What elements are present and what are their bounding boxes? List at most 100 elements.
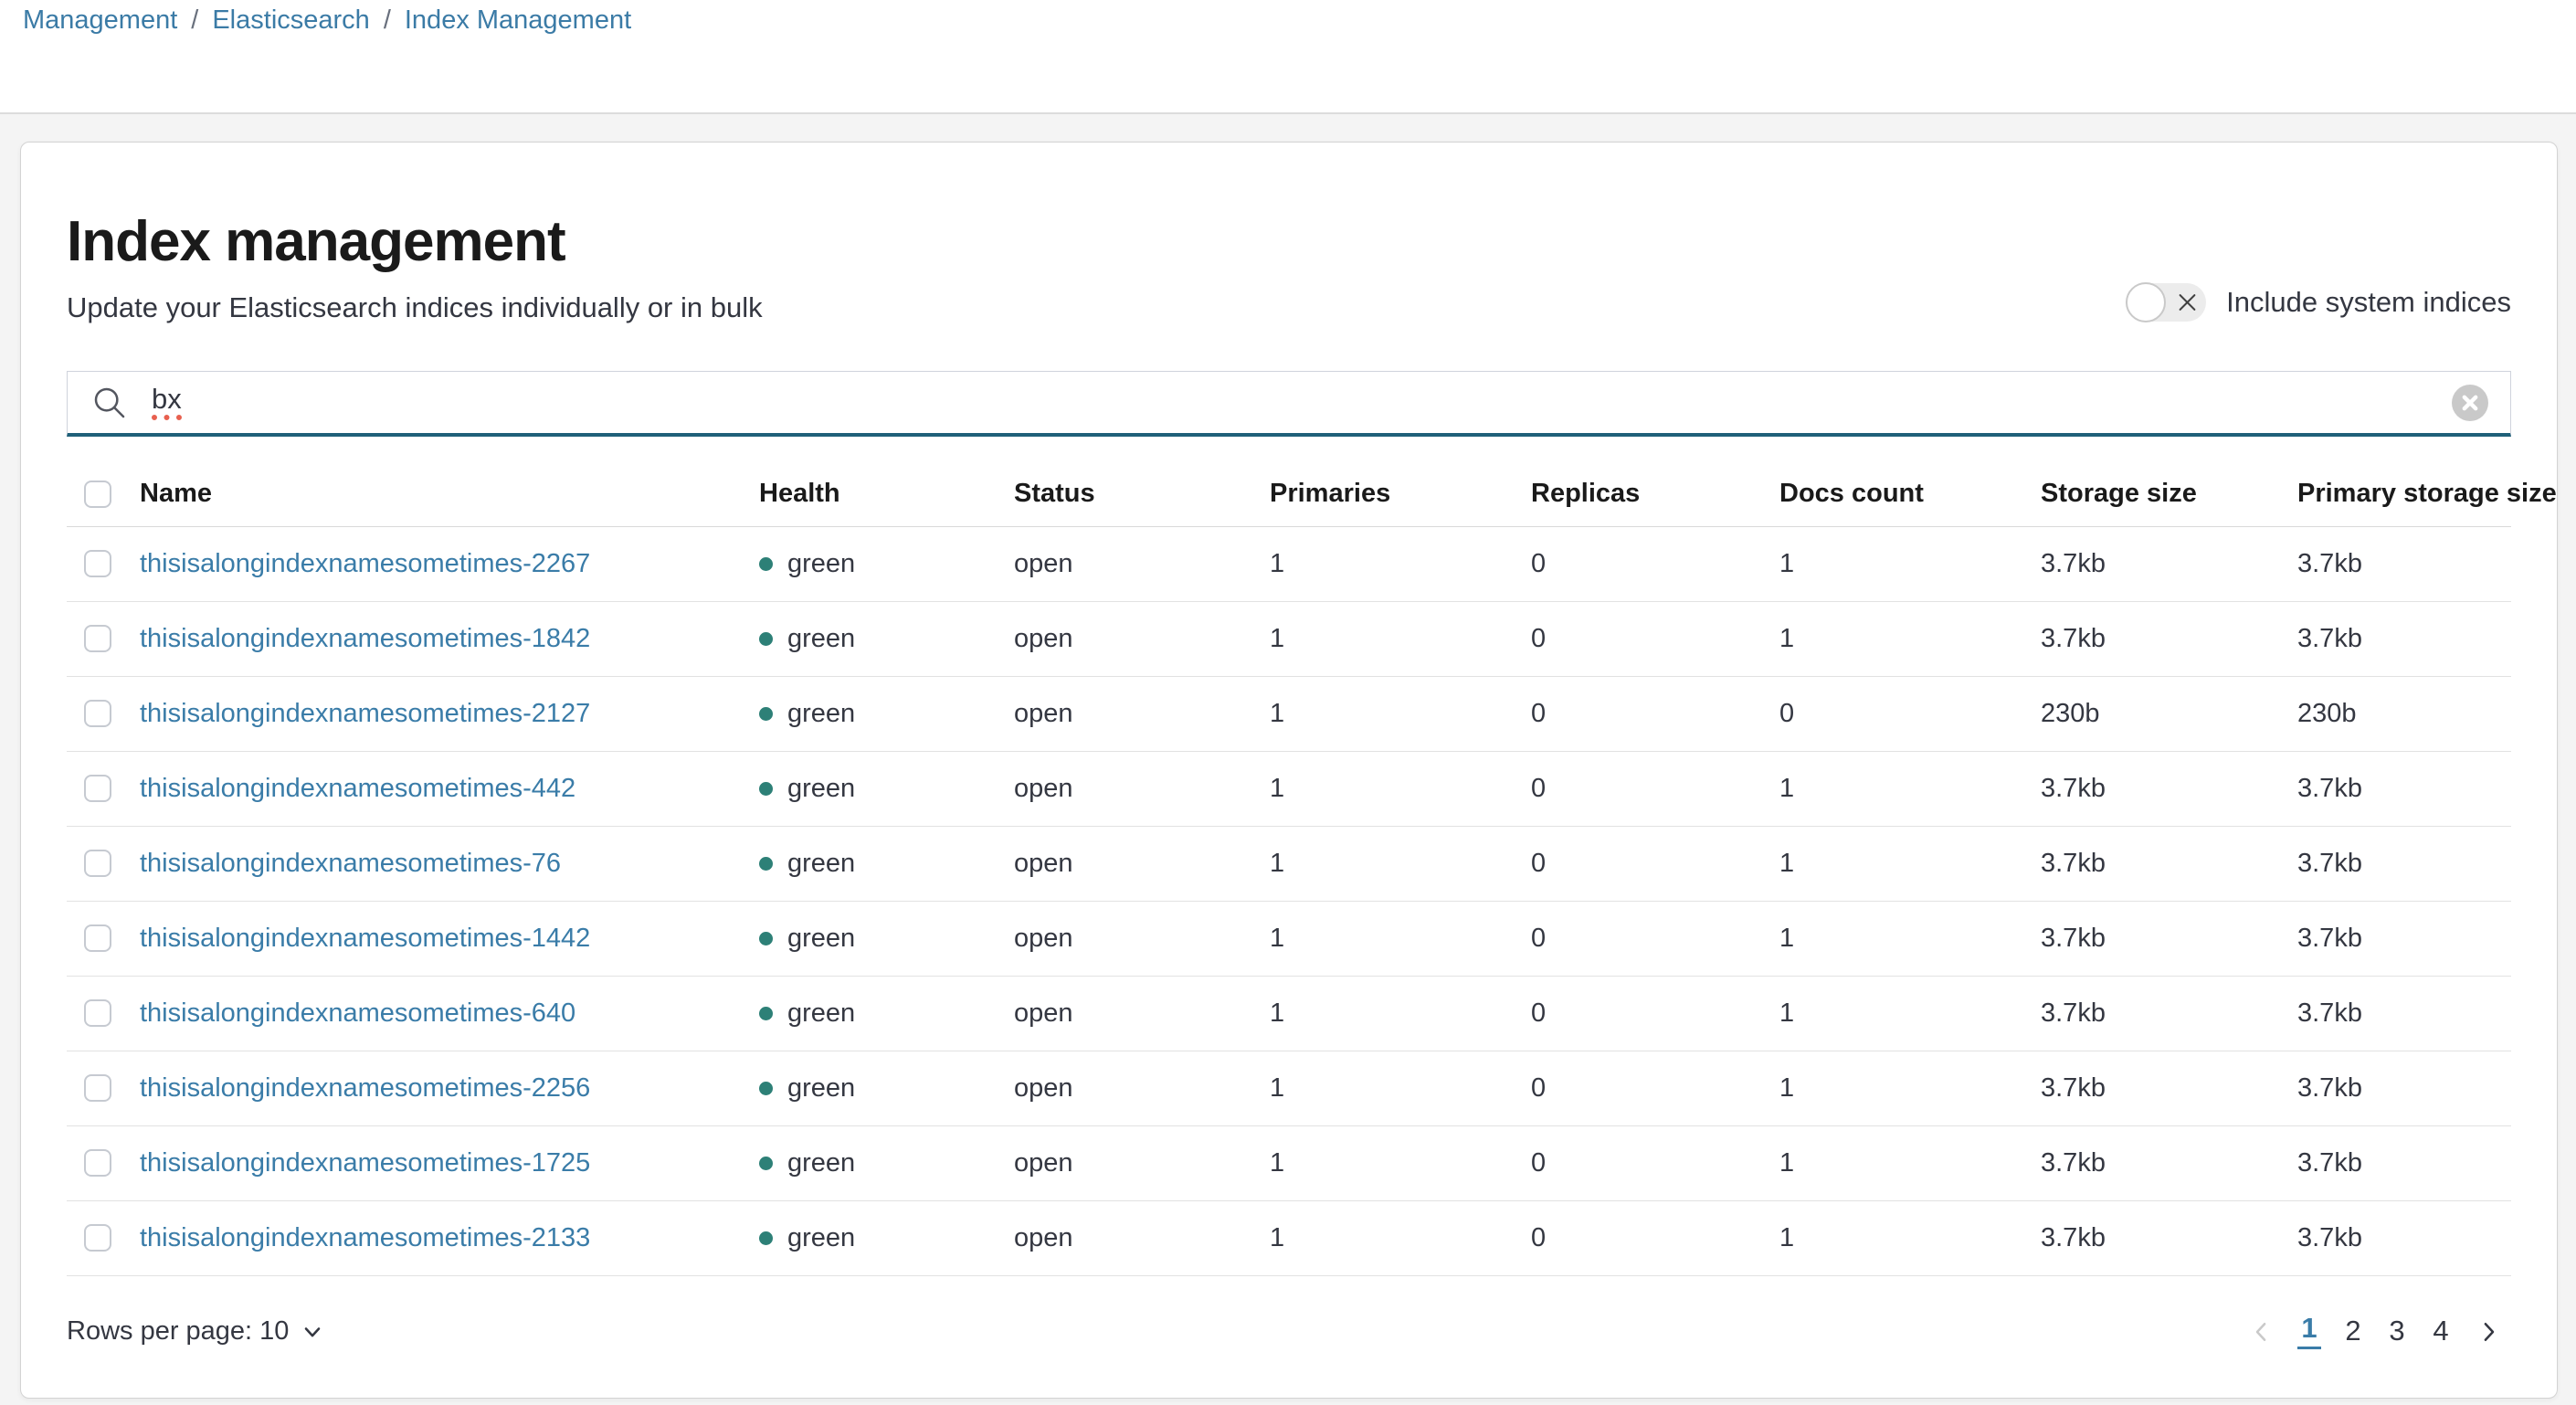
health-value: green: [787, 773, 856, 803]
index-management-panel: Index management Update your Elasticsear…: [20, 142, 2558, 1399]
row-checkbox[interactable]: [84, 700, 111, 727]
primaries-value: 1: [1262, 1051, 1524, 1126]
health-dot-icon: [759, 781, 773, 796]
docs-count-value: 0: [1772, 676, 2033, 752]
page-title: Index management: [67, 210, 566, 273]
docs-count-value: 1: [1772, 901, 2033, 977]
previous-page-button[interactable]: [2239, 1318, 2285, 1346]
index-name-link[interactable]: thisisalongindexnamesometimes-1725: [140, 1147, 591, 1178]
select-all-checkbox[interactable]: [84, 480, 111, 508]
table-row: thisisalongindexnamesometimes-1442 green…: [67, 901, 2511, 977]
column-header-primaries: Primaries: [1262, 462, 1524, 527]
primary-storage-size-value: 3.7kb: [2290, 601, 2511, 677]
status-value: open: [1007, 676, 1262, 752]
storage-size-value: 3.7kb: [2033, 751, 2290, 827]
column-header-storage-size: Storage size: [2033, 462, 2290, 527]
breadcrumb: Management / Elasticsearch / Index Manag…: [23, 5, 2576, 36]
status-value: open: [1007, 601, 1262, 677]
row-checkbox[interactable]: [84, 999, 111, 1027]
pagination: 1 2 3 4: [2239, 1310, 2511, 1353]
primaries-value: 1: [1262, 1200, 1524, 1276]
docs-count-value: 1: [1772, 976, 2033, 1051]
column-header-health: Health: [752, 462, 1007, 527]
replicas-value: 0: [1524, 1051, 1772, 1126]
status-value: open: [1007, 826, 1262, 902]
index-name-link[interactable]: thisisalongindexnamesometimes-2256: [140, 1072, 591, 1103]
row-checkbox[interactable]: [84, 775, 111, 802]
primaries-value: 1: [1262, 676, 1524, 752]
table-row: thisisalongindexnamesometimes-1725 green…: [67, 1125, 2511, 1201]
breadcrumb-separator: /: [383, 5, 391, 35]
row-checkbox[interactable]: [84, 1224, 111, 1252]
breadcrumb-index-management[interactable]: Index Management: [404, 5, 632, 35]
row-checkbox[interactable]: [84, 1074, 111, 1102]
storage-size-value: 3.7kb: [2033, 901, 2290, 977]
primary-storage-size-value: 3.7kb: [2290, 1125, 2511, 1201]
health-dot-icon: [759, 631, 773, 646]
row-checkbox[interactable]: [84, 1149, 111, 1177]
storage-size-value: 230b: [2033, 676, 2290, 752]
breadcrumb-management[interactable]: Management: [23, 5, 178, 35]
health-dot-icon: [759, 931, 773, 945]
docs-count-value: 1: [1772, 1125, 2033, 1201]
docs-count-value: 1: [1772, 751, 2033, 827]
storage-size-value: 3.7kb: [2033, 526, 2290, 602]
primary-storage-size-value: 3.7kb: [2290, 901, 2511, 977]
replicas-value: 0: [1524, 676, 1772, 752]
table-row: thisisalongindexnamesometimes-2267 green…: [67, 526, 2511, 602]
status-value: open: [1007, 901, 1262, 977]
health-value: green: [787, 548, 856, 578]
index-name-link[interactable]: thisisalongindexnamesometimes-640: [140, 998, 576, 1028]
status-value: open: [1007, 751, 1262, 827]
index-name-link[interactable]: thisisalongindexnamesometimes-2267: [140, 548, 591, 578]
title-block: Index management Update your Elasticsear…: [67, 206, 763, 327]
row-checkbox[interactable]: [84, 550, 111, 577]
health-dot-icon: [759, 1081, 773, 1095]
index-name-link[interactable]: thisisalongindexnamesometimes-1442: [140, 923, 591, 953]
clear-search-button[interactable]: [2452, 384, 2488, 421]
replicas-value: 0: [1524, 526, 1772, 602]
row-checkbox[interactable]: [84, 625, 111, 652]
rows-per-page-button[interactable]: Rows per page: 10: [67, 1316, 325, 1347]
primaries-value: 1: [1262, 976, 1524, 1051]
primaries-value: 1: [1262, 601, 1524, 677]
health-dot-icon: [759, 556, 773, 571]
table-row: thisisalongindexnamesometimes-76 green o…: [67, 826, 2511, 902]
index-name-link[interactable]: thisisalongindexnamesometimes-442: [140, 773, 576, 803]
row-checkbox[interactable]: [84, 850, 111, 877]
toggle-off-cross-icon: [2175, 291, 2200, 315]
table-row: thisisalongindexnamesometimes-1842 green…: [67, 601, 2511, 677]
storage-size-value: 3.7kb: [2033, 601, 2290, 677]
next-page-button[interactable]: [2465, 1318, 2511, 1346]
index-name-link[interactable]: thisisalongindexnamesometimes-1842: [140, 623, 591, 653]
replicas-value: 0: [1524, 826, 1772, 902]
search-input[interactable]: bx: [67, 371, 2511, 437]
replicas-value: 0: [1524, 1125, 1772, 1201]
storage-size-value: 3.7kb: [2033, 976, 2290, 1051]
docs-count-value: 1: [1772, 601, 2033, 677]
page-3-button[interactable]: 3: [2389, 1314, 2405, 1347]
primaries-value: 1: [1262, 826, 1524, 902]
include-system-indices-toggle[interactable]: [2126, 282, 2207, 322]
health-value: green: [787, 998, 856, 1028]
storage-size-value: 3.7kb: [2033, 1125, 2290, 1201]
index-name-link[interactable]: thisisalongindexnamesometimes-2127: [140, 698, 591, 728]
primary-storage-size-value: 3.7kb: [2290, 1051, 2511, 1126]
health-value: green: [787, 923, 856, 953]
page-2-button[interactable]: 2: [2345, 1314, 2361, 1347]
row-checkbox[interactable]: [84, 924, 111, 952]
replicas-value: 0: [1524, 901, 1772, 977]
table-footer: Rows per page: 10 1 2 3 4: [67, 1276, 2511, 1388]
page-subtitle: Update your Elasticsearch indices indivi…: [67, 291, 763, 323]
index-name-link[interactable]: thisisalongindexnamesometimes-2133: [140, 1222, 591, 1252]
breadcrumb-elasticsearch[interactable]: Elasticsearch: [212, 5, 370, 35]
status-value: open: [1007, 1051, 1262, 1126]
page-1-button[interactable]: 1: [2290, 1310, 2328, 1353]
page-4-button[interactable]: 4: [2433, 1314, 2449, 1347]
breadcrumb-separator: /: [191, 5, 199, 35]
docs-count-value: 1: [1772, 526, 2033, 602]
index-name-link[interactable]: thisisalongindexnamesometimes-76: [140, 848, 562, 878]
replicas-value: 0: [1524, 976, 1772, 1051]
docs-count-value: 1: [1772, 1051, 2033, 1126]
top-bar: Management / Elasticsearch / Index Manag…: [0, 0, 2576, 114]
